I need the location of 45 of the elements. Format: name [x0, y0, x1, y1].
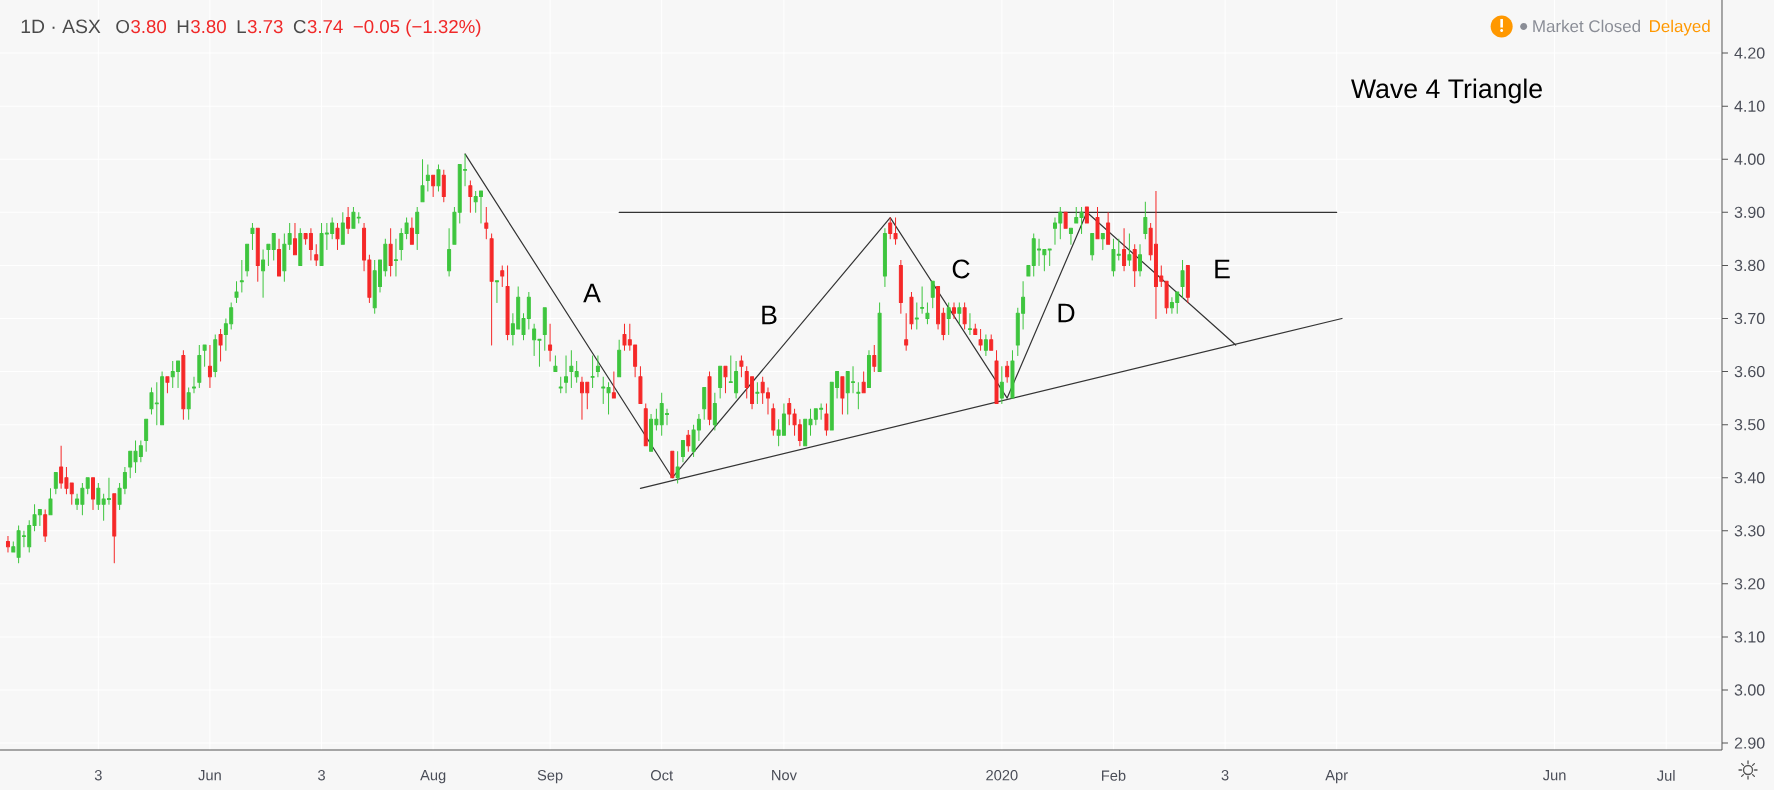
x-tick-label: Aug [420, 770, 446, 784]
annotation: L [237, 20, 246, 33]
y-tick-label: 3.70 [1734, 312, 1765, 325]
y-tick-label: 3.90 [1734, 206, 1765, 218]
annotation: D [1058, 303, 1075, 323]
y-tick-label: 4.00 [1734, 153, 1765, 165]
x-tick-label: Feb [1102, 770, 1126, 781]
x-tick-label: Jun [1542, 770, 1566, 781]
annotation: Wave 4 Triangle [1351, 78, 1542, 104]
x-tick-label: 3 [1221, 770, 1229, 781]
annotation: Market Closed [1533, 19, 1640, 33]
y-tick-label: 3.50 [1734, 418, 1765, 431]
x-tick-label: Jul [1657, 770, 1675, 781]
annotation: −0.05 (−1.32%) [353, 19, 481, 37]
annotation: 3.80 [131, 19, 167, 34]
y-tick-label: 3.20 [1734, 578, 1765, 590]
annotation: 3.73 [247, 19, 283, 34]
y-tick-label: 3.00 [1734, 684, 1765, 696]
y-tick-label: 3.40 [1734, 472, 1765, 484]
x-tick-label: Oct [650, 770, 673, 781]
annotation: C [293, 19, 306, 34]
y-tick-label: 2.90 [1734, 737, 1765, 749]
annotation: O [116, 19, 130, 34]
annotation: H [177, 20, 189, 33]
x-tick-label: Sep [537, 770, 563, 784]
annotation: E [1215, 259, 1230, 279]
annotation: C [952, 259, 970, 279]
annotation: 3.80 [191, 19, 226, 34]
y-tick-label: 3.30 [1734, 525, 1765, 537]
x-tick-label: Nov [772, 770, 797, 781]
y-tick-label: 3.60 [1734, 365, 1765, 378]
y-tick-label: 4.10 [1734, 100, 1765, 112]
annotation: 3.74 [307, 19, 343, 34]
text: 1D · ASX [21, 19, 101, 34]
annotation: Delayed [1650, 19, 1710, 36]
x-tick-label: 3 [94, 770, 102, 781]
y-tick-label: 3.80 [1734, 259, 1765, 272]
y-tick-label: 3.10 [1734, 631, 1765, 643]
annotation: A [583, 283, 601, 303]
x-tick-label: 3 [318, 770, 325, 781]
x-tick-label: 2020 [986, 770, 1018, 781]
x-tick-label: Apr [1325, 770, 1348, 784]
annotation: B [762, 305, 777, 325]
x-tick-label: Jun [198, 770, 221, 781]
y-tick-label: 4.20 [1734, 47, 1765, 59]
